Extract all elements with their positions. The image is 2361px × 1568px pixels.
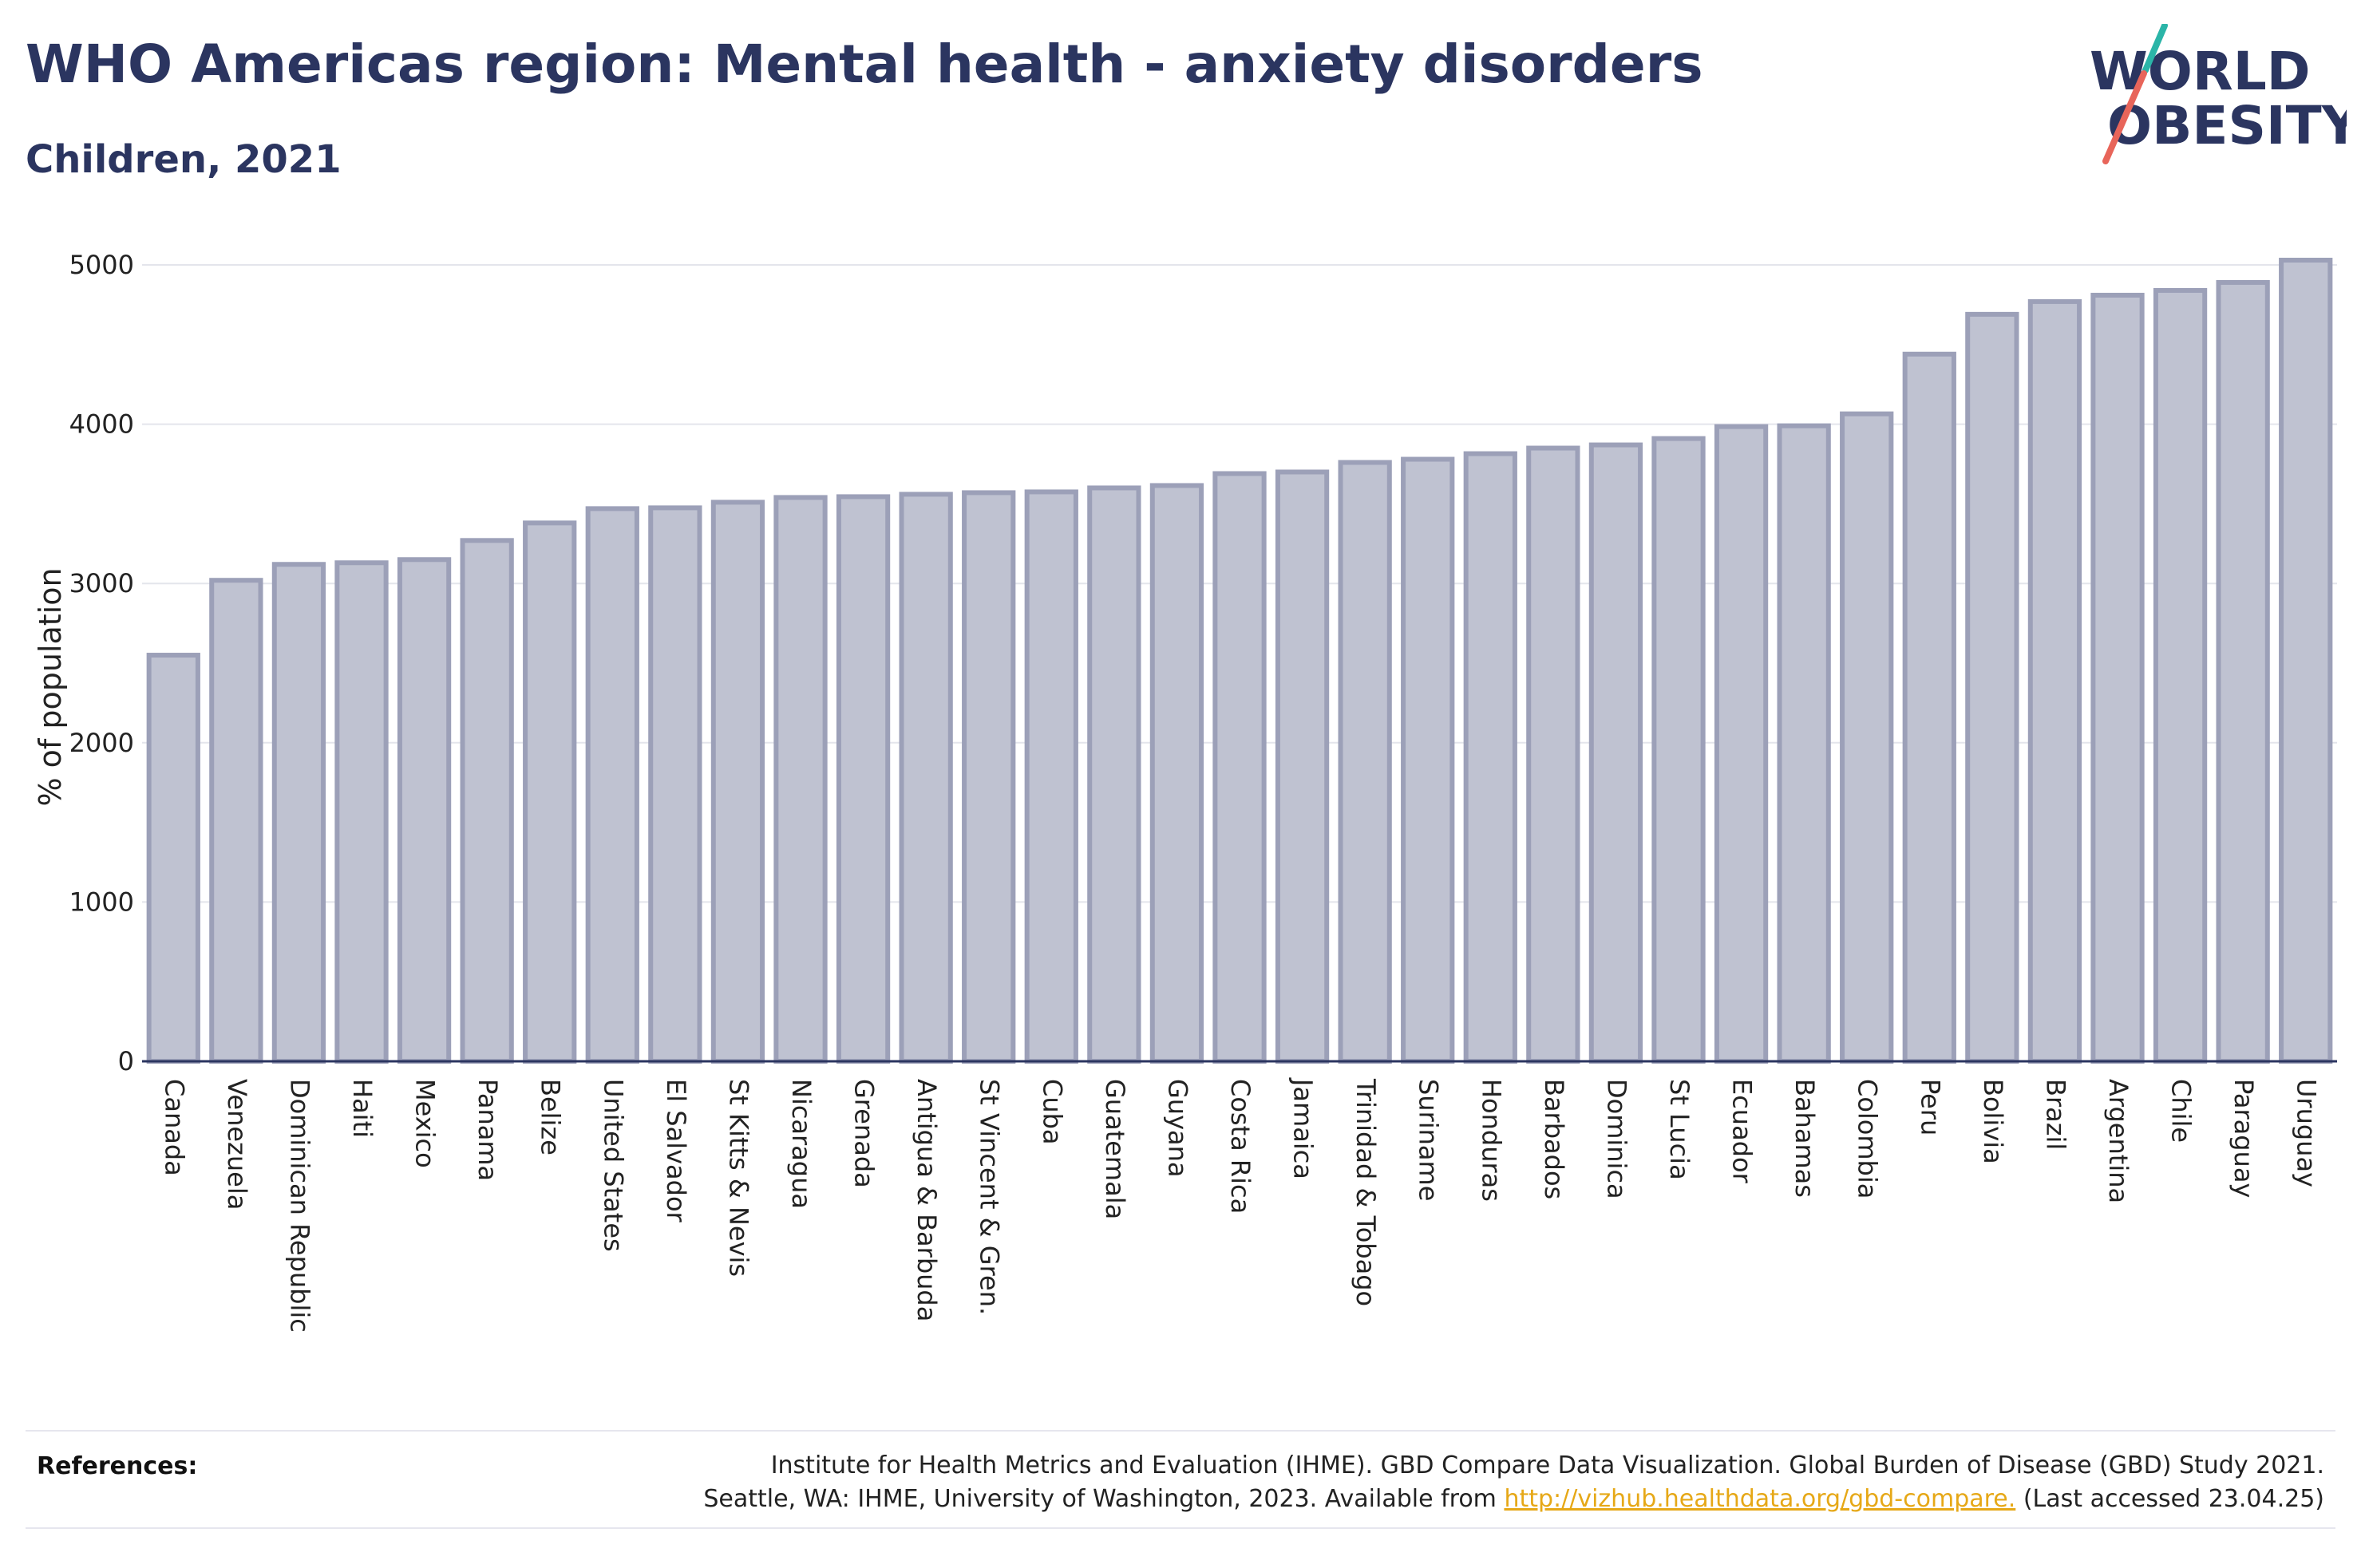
bar-dominica (1588, 442, 1643, 1064)
references-line-2-prefix: Seattle, WA: IHME, University of Washing… (703, 1485, 1505, 1513)
y-tick-label: 5000 (69, 250, 134, 280)
x-tick-label: Brazil (2040, 1079, 2070, 1150)
x-tick-label: Uruguay (2292, 1079, 2322, 1187)
x-tick-label: Dominica (1601, 1079, 1631, 1199)
x-tick-label: Peru (1915, 1079, 1945, 1136)
bar-peru (1902, 351, 1956, 1064)
bar-dominican-republic (271, 562, 326, 1064)
x-tick-label: St Vincent & Gren. (975, 1079, 1005, 1315)
x-tick-label: Bolivia (1978, 1079, 2008, 1164)
bar-haiti (334, 560, 389, 1064)
x-tick-label: Antigua & Barbuda (912, 1079, 942, 1321)
bar-canada (146, 653, 200, 1064)
bar-colombia (1840, 411, 1894, 1064)
references-line-2-suffix: (Last accessed 23.04.25) (2015, 1485, 2324, 1513)
y-axis-label: % of population (33, 567, 68, 806)
bar-trinidad-tobago (1338, 460, 1392, 1064)
bar-panama (460, 538, 514, 1064)
logo-text-obesity: OBESITY (2107, 95, 2347, 156)
bar-guyana (1149, 483, 1204, 1064)
bar-antigua-barbuda (899, 492, 953, 1064)
bar-brazil (2027, 298, 2082, 1064)
x-tick-label: Belize (536, 1079, 566, 1155)
y-tick-label: 0 (118, 1046, 134, 1076)
bar-barbados (1526, 445, 1580, 1064)
x-tick-label: Guyana (1162, 1079, 1192, 1178)
x-tick-label: Canada (159, 1079, 189, 1176)
bar-costa-rica (1212, 471, 1267, 1064)
x-tick-label: St Lucia (1664, 1079, 1695, 1180)
x-tick-label: Argentina (2103, 1079, 2134, 1203)
bars (146, 258, 2333, 1064)
x-tick-label: Costa Rica (1225, 1079, 1256, 1214)
x-tick-label: Venezuela (222, 1079, 252, 1210)
chart-title: WHO Americas region: Mental health - anx… (26, 34, 1703, 95)
references-line-1: Institute for Health Metrics and Evaluat… (770, 1451, 2324, 1479)
x-tick-label: United States (598, 1079, 628, 1252)
bar-venezuela (209, 578, 263, 1064)
x-tick-label: Mexico (410, 1079, 441, 1168)
bar-belize (523, 520, 577, 1064)
bar-st-kitts-nevis (710, 500, 765, 1064)
bar-guatemala (1087, 485, 1141, 1064)
logo-slash-bottom (2102, 70, 2147, 164)
bar-bahamas (1777, 423, 1831, 1064)
bar-suriname (1401, 456, 1455, 1064)
x-tick-label: Panama (473, 1079, 503, 1181)
references-line-2: Seattle, WA: IHME, University of Washing… (703, 1483, 2324, 1516)
bar-mexico (397, 557, 452, 1064)
bar-argentina (2090, 292, 2145, 1064)
y-tick-label: 3000 (69, 568, 134, 598)
references-panel: References: Institute for Health Metrics… (26, 1430, 2335, 1529)
bar-grenada (836, 494, 891, 1064)
x-tick-labels: Canada Venezuela Dominican Republic Haiti Me… (159, 1077, 2321, 1333)
bar-bolivia (1965, 311, 2019, 1064)
x-tick-label: Colombia (1853, 1079, 1883, 1199)
x-tick-label: Cuba (1037, 1079, 1067, 1145)
y-tick-label: 2000 (69, 728, 134, 758)
x-tick-label: Trinidad & Tobago (1351, 1078, 1381, 1306)
bar-honduras (1463, 451, 1517, 1064)
world-obesity-logo: WORLD OBESITY (2090, 24, 2347, 164)
bar-chile (2153, 287, 2208, 1064)
bar-chart: 0 1000 2000 3000 4000 5000 Canada Venezuela Dom… (33, 250, 2337, 1333)
x-tick-label: Nicaragua (786, 1079, 817, 1209)
y-tick-label: 1000 (69, 887, 134, 917)
x-tick-label: St Kitts & Nevis (723, 1079, 753, 1277)
x-tick-label: Chile (2166, 1079, 2197, 1143)
logo-slash-top (2142, 24, 2168, 73)
x-tick-label: El Salvador (661, 1079, 691, 1223)
bar-el-salvador (648, 505, 702, 1064)
bar-united-states (585, 506, 639, 1064)
references-text: Institute for Health Metrics and Evaluat… (703, 1449, 2324, 1516)
x-tick-label: Grenada (849, 1079, 880, 1188)
x-tick-label: Haiti (347, 1079, 378, 1138)
references-link[interactable]: http://vizhub.healthdata.org/gbd-compare… (1504, 1485, 2016, 1513)
bar-cuba (1024, 489, 1078, 1064)
y-tick-label: 4000 (69, 409, 134, 440)
x-tick-label: Guatemala (1100, 1079, 1130, 1219)
x-tick-label: Paraguay (2229, 1079, 2259, 1198)
bar-ecuador (1714, 424, 1769, 1064)
references-label: References: (37, 1452, 198, 1480)
x-tick-label: Honduras (1476, 1079, 1506, 1202)
bar-uruguay (2279, 258, 2333, 1064)
bar-st-vincent-gren- (962, 490, 1016, 1064)
bar-paraguay (2216, 279, 2270, 1064)
chart-subtitle: Children, 2021 (26, 137, 342, 182)
x-tick-label: Dominican Republic (284, 1079, 314, 1333)
x-tick-label: Ecuador (1727, 1079, 1758, 1184)
x-tick-label: Suriname (1414, 1079, 1444, 1201)
logo-text-world: WORLD (2090, 41, 2311, 102)
x-tick-label: Barbados (1539, 1079, 1569, 1199)
bar-nicaragua (773, 495, 828, 1064)
x-tick-label: Bahamas (1790, 1079, 1820, 1198)
bar-st-lucia (1651, 436, 1706, 1064)
x-tick-label: Jamaica (1288, 1077, 1319, 1179)
y-tick-labels: 0 1000 2000 3000 4000 5000 (69, 250, 134, 1076)
bar-jamaica (1275, 469, 1330, 1064)
